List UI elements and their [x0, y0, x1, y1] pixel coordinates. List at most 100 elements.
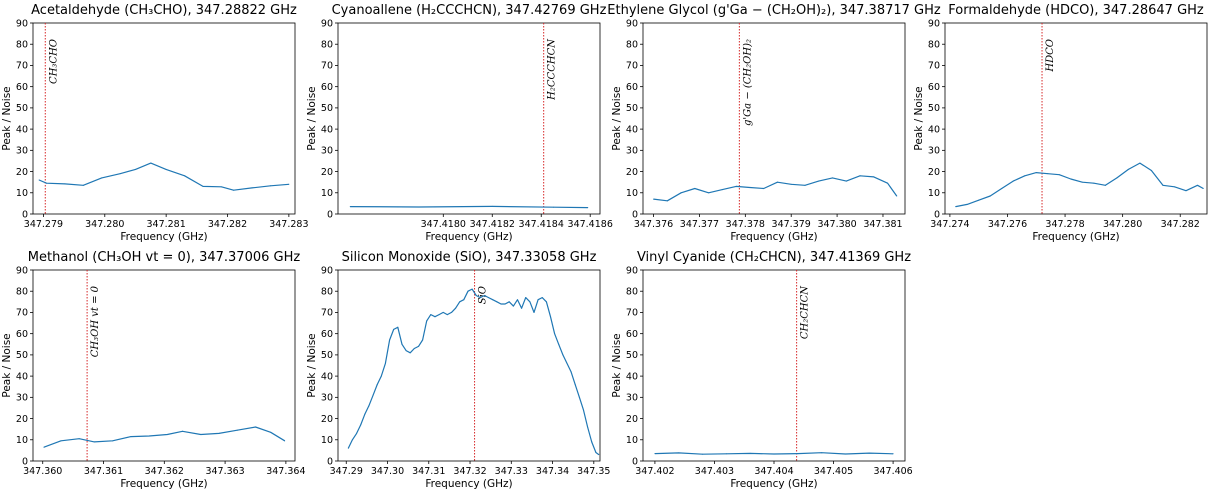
data-point — [694, 188, 696, 190]
data-point — [372, 394, 374, 396]
y-tick-label: 70 — [626, 308, 638, 319]
data-point — [148, 435, 150, 437]
data-point — [475, 294, 477, 296]
data-point — [459, 301, 461, 303]
x-tick-label: 347.280 — [85, 219, 124, 230]
data-point — [989, 195, 991, 197]
data-point — [978, 199, 980, 201]
data-point — [1024, 175, 1026, 177]
data-point — [166, 433, 168, 435]
chart-svg: Vinyl Cyanide (CH₂CHCN), 347.41369 GHz 0 1… — [611, 250, 913, 490]
y-tick-label: 30 — [16, 393, 28, 404]
data-point — [790, 183, 792, 185]
data-point — [1001, 188, 1003, 190]
data-point — [587, 426, 589, 428]
data-point — [182, 430, 184, 432]
y-tick-label: 50 — [16, 103, 28, 114]
data-point — [516, 299, 518, 301]
data-point — [471, 288, 473, 290]
y-tick-label: 70 — [16, 61, 28, 72]
data-point — [130, 436, 132, 438]
data-point — [202, 185, 204, 187]
data-point — [101, 177, 103, 179]
data-point — [483, 294, 485, 296]
data-point — [360, 424, 362, 426]
y-tick-label: 70 — [928, 61, 940, 72]
data-point — [566, 362, 568, 364]
data-point — [821, 452, 823, 454]
data-point — [347, 447, 349, 449]
data-point — [491, 205, 493, 207]
data-point — [417, 345, 419, 347]
data-point — [955, 206, 957, 208]
molecule-label: HDCO — [1045, 39, 1056, 73]
y-tick-label: 0 — [632, 456, 638, 467]
spectrum-line — [38, 162, 289, 191]
plot-frame — [337, 269, 601, 462]
data-point — [455, 307, 457, 309]
y-tick-label: 30 — [321, 393, 333, 404]
data-point — [401, 343, 403, 345]
data-point — [233, 189, 235, 191]
data-point — [1196, 184, 1198, 186]
chart-silicon-monoxide: Silicon Monoxide (SiO), 347.33058 GHz 0 10… — [305, 247, 610, 492]
y-tick-label: 50 — [626, 103, 638, 114]
y-tick-label: 10 — [16, 188, 28, 199]
data-point — [508, 301, 510, 303]
y-tick-label: 60 — [626, 82, 638, 93]
data-point — [78, 438, 80, 440]
x-tick-label: 347.4182 — [470, 219, 515, 230]
data-point — [397, 326, 399, 328]
plot-frame — [337, 22, 601, 215]
y-axis-label: Peak / Noise — [611, 86, 623, 150]
data-point — [578, 396, 580, 398]
data-point — [413, 348, 415, 350]
data-point — [409, 352, 411, 354]
x-tick-label: 347.360 — [23, 466, 62, 477]
data-point — [574, 384, 576, 386]
x-tick-label: 347.406 — [873, 466, 912, 477]
y-tick-label: 50 — [928, 103, 940, 114]
y-tick-label: 10 — [928, 188, 940, 199]
x-tick-label: 347.361 — [84, 466, 123, 477]
x-axis-label: Frequency (GHz) — [425, 231, 512, 243]
chart-cyanoallene: Cyanoallene (H₂CCCHCN), 347.42769 GHz 0 10… — [305, 0, 613, 245]
data-point — [598, 454, 600, 456]
data-point — [349, 206, 351, 208]
x-tick-label: 347.377 — [680, 219, 719, 230]
y-tick-label: 20 — [16, 167, 28, 178]
data-point — [384, 362, 386, 364]
y-tick-label: 30 — [928, 146, 940, 157]
y-tick-label: 60 — [321, 329, 333, 340]
data-point — [763, 188, 765, 190]
data-point — [270, 431, 272, 433]
chart-svg: Acetaldehyde (CH₃CHO), 347.28822 GHz 0 10 2… — [1, 3, 309, 243]
y-tick-label: 90 — [626, 265, 638, 276]
data-point — [1070, 178, 1072, 180]
data-point — [680, 192, 682, 194]
data-point — [845, 180, 847, 182]
y-axis-label: Peak / Noise — [1, 86, 13, 150]
x-tick-label: 347.280 — [1103, 219, 1142, 230]
y-tick-label: 40 — [321, 124, 333, 135]
x-tick-label: 347.32 — [453, 466, 486, 477]
y-tick-label: 20 — [928, 167, 940, 178]
y-tick-label: 80 — [321, 287, 333, 298]
y-tick-label: 40 — [16, 371, 28, 382]
y-tick-label: 40 — [928, 124, 940, 135]
x-tick-label: 347.381 — [863, 219, 902, 230]
data-point — [1127, 168, 1129, 170]
x-tick-label: 347.282 — [1161, 219, 1200, 230]
data-point — [749, 186, 751, 188]
data-point — [887, 182, 889, 184]
data-point — [119, 173, 121, 175]
data-point — [438, 314, 440, 316]
data-point — [896, 195, 898, 197]
y-tick-label: 50 — [16, 350, 28, 361]
data-point — [254, 426, 256, 428]
x-tick-label: 347.34 — [536, 466, 569, 477]
data-point — [488, 297, 490, 299]
x-axis-label: Frequency (GHz) — [1032, 231, 1119, 243]
data-point — [1012, 180, 1014, 182]
y-tick-label: 0 — [327, 209, 333, 220]
